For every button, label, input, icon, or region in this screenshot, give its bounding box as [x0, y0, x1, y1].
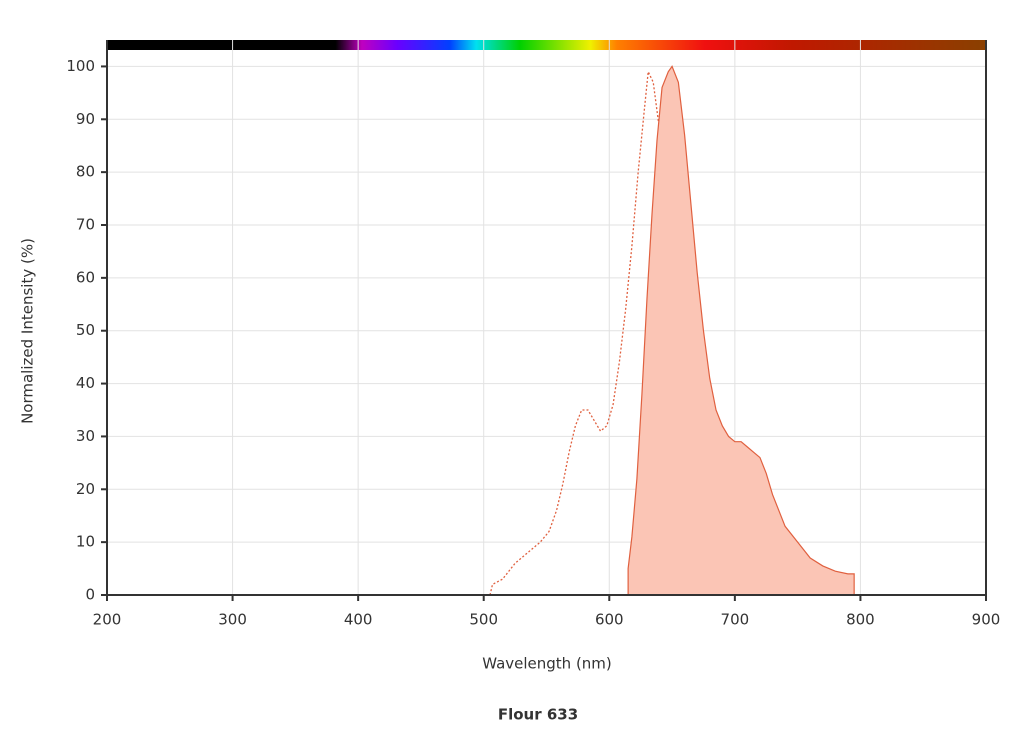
y-tick-label: 100 — [66, 57, 95, 75]
y-tick-label: 50 — [76, 321, 95, 339]
x-tick-label: 400 — [344, 611, 373, 629]
x-axis-label: Wavelength (nm) — [482, 655, 612, 673]
spectrum-bar — [107, 40, 986, 50]
y-tick-label: 40 — [76, 374, 95, 392]
line — [489, 69, 723, 596]
y-tick-label: 20 — [76, 480, 95, 498]
x-tick-label: 500 — [469, 611, 498, 629]
x-tick-label: 900 — [972, 611, 1001, 629]
y-tick-label: 30 — [76, 427, 95, 445]
area — [627, 65, 855, 596]
y-tick-label: 80 — [76, 163, 95, 181]
y-tick-label: 70 — [76, 216, 95, 234]
y-axis-label: Normalized Intensity (%) — [19, 238, 37, 424]
y-tick-label: 10 — [76, 533, 95, 551]
chart-title: Flour 633 — [498, 706, 578, 724]
x-tick-label: 200 — [93, 611, 122, 629]
y-tick-label: 0 — [85, 586, 95, 604]
y-tick-label: 60 — [76, 268, 95, 286]
y-tick-label: 90 — [76, 110, 95, 128]
x-tick-label: 700 — [721, 611, 750, 629]
x-tick-label: 800 — [846, 611, 875, 629]
x-tick-label: 300 — [218, 611, 247, 629]
x-tick-label: 600 — [595, 611, 624, 629]
